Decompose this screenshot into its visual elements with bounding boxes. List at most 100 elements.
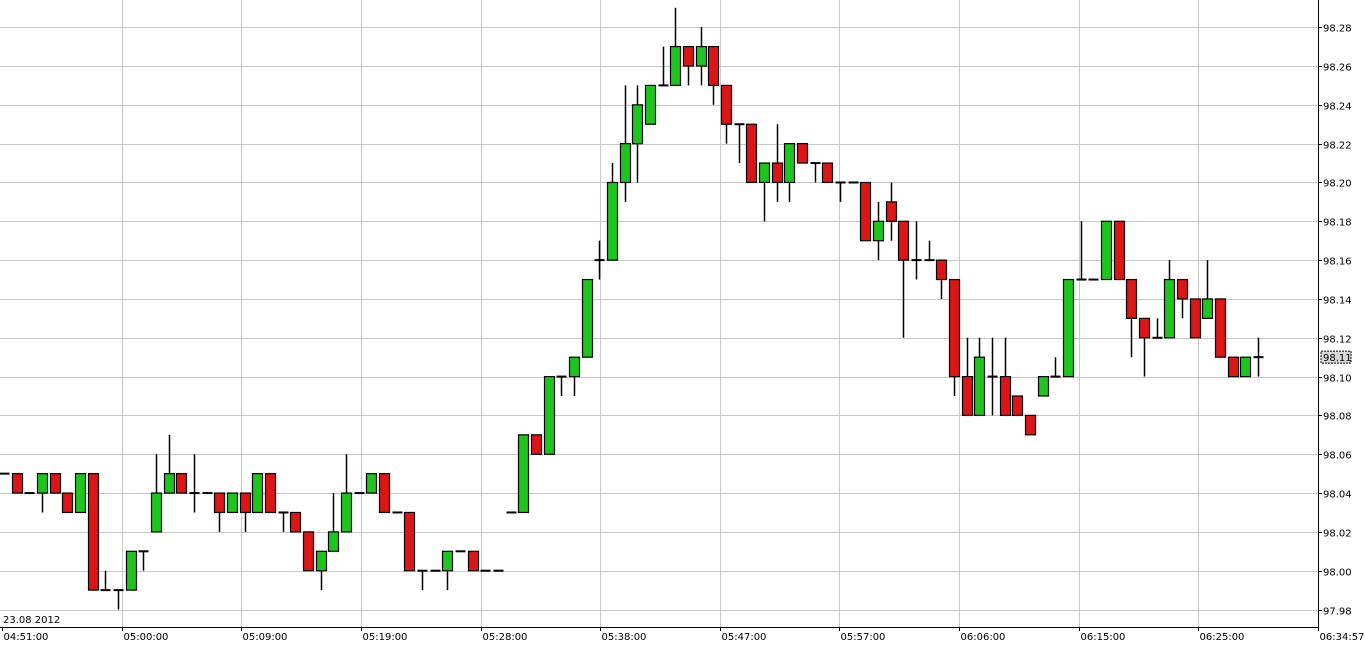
candle-body xyxy=(365,473,378,494)
candle-body xyxy=(859,181,872,242)
candle-body xyxy=(1138,317,1151,339)
x-tick-label: 04:51:00 xyxy=(4,632,49,643)
candle-body xyxy=(403,511,416,572)
candle-body xyxy=(783,143,796,184)
y-tick-label: 98.14 xyxy=(1323,296,1352,307)
x-tick-label: 06:06:00 xyxy=(961,632,1006,643)
candle-body xyxy=(771,162,784,184)
candle-body xyxy=(973,356,986,417)
y-tick-label: 98.00 xyxy=(1323,568,1352,579)
y-tick-label: 98.26 xyxy=(1323,63,1352,74)
candle-body xyxy=(1239,356,1252,378)
x-tick-label: 05:19:00 xyxy=(363,632,408,643)
candle-body xyxy=(1037,375,1050,397)
candle-body xyxy=(568,356,581,378)
candle-body xyxy=(720,84,733,125)
candle-body xyxy=(999,375,1012,417)
y-tick-label: 98.08 xyxy=(1323,412,1352,423)
candle-body xyxy=(897,220,910,261)
x-tick-label: 05:47:00 xyxy=(722,632,767,643)
candle-body xyxy=(707,45,720,87)
x-tick-label: 05:09:00 xyxy=(243,632,288,643)
candle-body xyxy=(695,45,708,67)
candle-body xyxy=(175,473,188,494)
candle-body xyxy=(1125,278,1138,319)
candle-body xyxy=(302,531,315,572)
candle-body xyxy=(226,492,239,514)
candle-body xyxy=(682,45,695,67)
x-tick-label: 05:28:00 xyxy=(483,632,528,643)
y-tick-label: 98.06 xyxy=(1323,451,1352,462)
last-price-label: 98.11 xyxy=(1323,353,1352,364)
x-tick-label: 06:25:00 xyxy=(1200,632,1245,643)
y-tick-label: 98.24 xyxy=(1323,102,1352,113)
y-tick-label: 98.18 xyxy=(1323,218,1352,229)
candle-body xyxy=(796,143,809,164)
candle-body xyxy=(935,259,948,281)
y-tick-label: 97.98 xyxy=(1323,607,1352,618)
candle-body xyxy=(1176,278,1189,300)
candle-body xyxy=(251,473,264,514)
candle-body xyxy=(543,375,556,455)
candle-body xyxy=(36,473,49,494)
candle-body xyxy=(1163,278,1176,339)
candle-body xyxy=(758,162,771,184)
x-tick-label: 06:15:00 xyxy=(1081,632,1126,643)
candle-body xyxy=(581,278,594,358)
candle-body xyxy=(885,201,898,222)
candle-body xyxy=(467,550,480,572)
candle-body xyxy=(441,550,454,572)
candle-body xyxy=(264,473,277,514)
candle-body xyxy=(530,434,543,455)
candle-body xyxy=(1227,356,1240,378)
y-tick-label: 98.28 xyxy=(1323,24,1352,35)
candle-body xyxy=(239,492,252,514)
x-tick-label: 05:57:00 xyxy=(841,632,886,643)
candle-body xyxy=(644,84,657,125)
y-tick-label: 98.02 xyxy=(1323,529,1352,540)
candle-body xyxy=(619,143,632,184)
candle-body xyxy=(163,473,176,494)
x-tick-label: 05:38:00 xyxy=(602,632,647,643)
candle-body xyxy=(340,492,353,533)
candle-body xyxy=(11,473,24,494)
x-tick-label: 05:00:00 xyxy=(124,632,169,643)
candle-body xyxy=(125,550,138,591)
y-tick-label: 98.22 xyxy=(1323,141,1352,152)
candle-body xyxy=(49,473,62,494)
candle-body xyxy=(1113,220,1126,281)
last-price-box xyxy=(1320,350,1352,364)
y-tick-label: 98.16 xyxy=(1323,257,1352,268)
candle-body xyxy=(872,220,885,242)
candle-body xyxy=(87,473,100,591)
candle-body xyxy=(1214,298,1227,358)
y-tick-label: 98.20 xyxy=(1323,179,1352,190)
candle-body xyxy=(74,473,87,514)
grid xyxy=(0,0,1318,627)
date-label: 23.08 2012 xyxy=(3,615,60,626)
y-tick-label: 98.04 xyxy=(1323,490,1352,501)
y-tick-label: 98.10 xyxy=(1323,374,1352,385)
candle-body xyxy=(213,492,226,514)
y-tick-label: 98.12 xyxy=(1323,335,1352,346)
candle-body xyxy=(517,434,530,514)
candle-body xyxy=(1189,298,1202,339)
candle-body xyxy=(631,104,644,145)
candle-body xyxy=(1062,278,1075,378)
candle-body xyxy=(669,45,682,87)
candle-body xyxy=(327,531,340,552)
candle-body xyxy=(1011,395,1024,417)
candle-body xyxy=(961,375,974,417)
axis-labels: 98.28 98.26 98.24 98.22 98.20 98.18 98.16 98.14… xyxy=(2,24,1365,643)
candle-body xyxy=(606,181,619,261)
candle-body xyxy=(948,278,961,378)
candle-body xyxy=(1024,414,1037,436)
candle-body xyxy=(61,492,74,514)
candle-body xyxy=(289,511,302,533)
x-tick-label: 06:34:57 xyxy=(1320,632,1365,643)
candle-body xyxy=(150,492,163,533)
candle-body xyxy=(745,123,758,184)
candle-body xyxy=(315,550,328,572)
